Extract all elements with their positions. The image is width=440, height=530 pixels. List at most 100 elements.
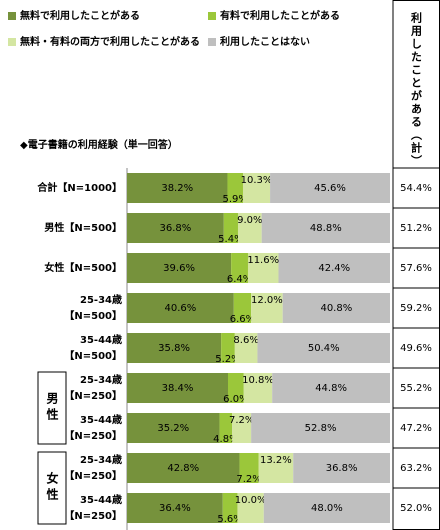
value-label: 4.8% xyxy=(213,434,238,445)
column-header: 利用したことがある（計） xyxy=(410,11,424,168)
value-label: 8.6% xyxy=(233,335,258,346)
legend-label: 有料で利用したことがある xyxy=(220,9,340,22)
value-label: 39.6% xyxy=(163,263,195,274)
bar-segment xyxy=(231,253,248,283)
value-label: 50.4% xyxy=(308,343,340,354)
legend-swatch xyxy=(8,12,16,20)
legend-label: 無料・有料の両方で利用したことがある xyxy=(20,35,200,48)
bar-segment xyxy=(127,293,234,323)
bar-segment xyxy=(239,453,259,483)
value-label: 13.2% xyxy=(260,455,292,466)
category-label: 【N=250】 xyxy=(64,429,122,442)
chart-title: ◆電子書籍の利用経験（単一回答） xyxy=(20,138,178,151)
bar-segment xyxy=(258,453,294,483)
group-label: 男性 xyxy=(45,392,59,424)
group-box xyxy=(37,451,67,525)
legend-swatch xyxy=(208,38,216,46)
bar-segment xyxy=(127,413,220,443)
total-label: 57.6% xyxy=(400,263,432,274)
value-label: 5.4% xyxy=(218,234,243,245)
value-label: 48.0% xyxy=(311,503,343,514)
total-label: 63.2% xyxy=(400,463,432,474)
category-label: 合計【N=1000】 xyxy=(36,181,122,194)
value-label: 6.6% xyxy=(230,314,255,325)
value-label: 40.8% xyxy=(320,303,352,314)
value-label: 35.2% xyxy=(157,423,189,434)
value-label: 38.2% xyxy=(161,183,193,194)
bar-segment xyxy=(127,493,223,523)
bar-segment xyxy=(219,413,233,443)
value-label: 36.8% xyxy=(326,463,358,474)
legend-swatch xyxy=(8,38,16,46)
category-label: 25-34歳 xyxy=(80,453,122,466)
value-label: 52.8% xyxy=(305,423,337,434)
value-label: 5.6% xyxy=(217,514,242,525)
total-label: 59.2% xyxy=(400,303,432,314)
category-label: 【N=500】 xyxy=(64,309,122,322)
total-label: 52.0% xyxy=(400,503,432,514)
bar-segment xyxy=(261,213,390,243)
bar-segment xyxy=(233,293,252,323)
value-label: 36.8% xyxy=(160,223,192,234)
legend-label: 無料で利用したことがある xyxy=(20,9,140,22)
value-label: 44.8% xyxy=(315,383,347,394)
value-label: 40.6% xyxy=(164,303,196,314)
legend-swatch xyxy=(208,12,216,20)
bar-segment xyxy=(127,213,224,243)
value-label: 9.0% xyxy=(237,215,262,226)
total-label: 55.2% xyxy=(400,383,432,394)
legend-label: 利用したことはない xyxy=(220,35,310,48)
category-label: 35-44歳 xyxy=(80,413,122,426)
total-label: 51.2% xyxy=(400,223,432,234)
bar-segment xyxy=(278,253,390,283)
value-label: 45.6% xyxy=(314,183,346,194)
bar-segment xyxy=(222,493,238,523)
bar-segment xyxy=(234,333,258,363)
value-label: 36.4% xyxy=(159,503,191,514)
bar-segment xyxy=(257,333,390,363)
bar-segment xyxy=(227,373,244,403)
bar-segment xyxy=(263,493,390,523)
bar-segment xyxy=(247,253,279,283)
category-label: 25-34歳 xyxy=(80,373,122,386)
bar-segment xyxy=(282,293,390,323)
value-label: 11.6% xyxy=(247,255,279,266)
bar-segment xyxy=(242,173,271,203)
category-label: 【N=250】 xyxy=(64,469,122,482)
category-label: 男性【N=500】 xyxy=(44,221,122,234)
total-label: 49.6% xyxy=(400,343,432,354)
bar-segment xyxy=(127,253,232,283)
bar-segment xyxy=(243,373,273,403)
bar-segment xyxy=(237,213,262,243)
value-label: 5.2% xyxy=(215,354,240,365)
group-box xyxy=(37,371,67,445)
value-label: 35.8% xyxy=(158,343,190,354)
value-label: 5.9% xyxy=(223,194,248,205)
bar-segment xyxy=(232,413,252,443)
value-label: 6.0% xyxy=(223,394,248,405)
value-label: 6.4% xyxy=(227,274,252,285)
category-label: 【N=250】 xyxy=(64,509,122,522)
value-label: 10.8% xyxy=(242,375,274,386)
category-label: 25-34歳 xyxy=(80,293,122,306)
bar-segment xyxy=(127,173,228,203)
value-label: 7.2% xyxy=(236,474,261,485)
total-label: 54.4% xyxy=(400,183,432,194)
bar-segment xyxy=(251,413,390,443)
value-label: 10.0% xyxy=(235,495,267,506)
bar-segment xyxy=(127,373,228,403)
bar-segment xyxy=(270,173,390,203)
bar-segment xyxy=(227,173,243,203)
category-label: 【N=250】 xyxy=(64,389,122,402)
bar-segment xyxy=(223,213,238,243)
bar-segment xyxy=(221,333,235,363)
value-label: 10.3% xyxy=(241,175,273,186)
total-label: 47.2% xyxy=(400,423,432,434)
bar-segment xyxy=(272,373,390,403)
category-label: 女性【N=500】 xyxy=(44,261,122,274)
category-label: 【N=500】 xyxy=(64,349,122,362)
category-label: 35-44歳 xyxy=(80,333,122,346)
bar-segment xyxy=(293,453,390,483)
bar-segment xyxy=(127,453,240,483)
